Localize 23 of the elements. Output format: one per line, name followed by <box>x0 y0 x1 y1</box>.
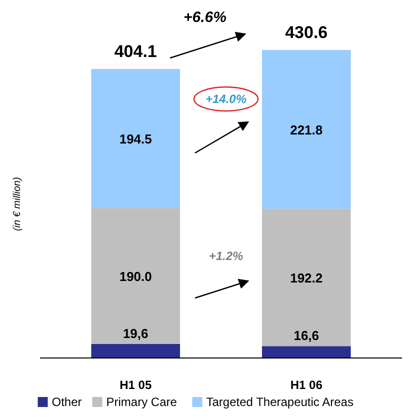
data-label: 16,6 <box>294 328 320 344</box>
legend-label: Targeted Therapeutic Areas <box>206 395 354 409</box>
bar <box>91 208 180 344</box>
annotation: +14.0% <box>205 92 247 106</box>
total-label: 404.1 <box>114 42 157 61</box>
data-label: 19,6 <box>122 326 148 341</box>
data-label: 192.2 <box>290 270 323 286</box>
annotation: +1.2% <box>208 249 244 263</box>
data-label: 221.8 <box>290 122 323 138</box>
legend-label: Primary Care <box>106 395 178 409</box>
bar <box>262 50 351 209</box>
x-tick-label: H1 05 <box>120 378 152 392</box>
bar <box>91 344 180 358</box>
y-axis-title: (in € million) <box>12 177 23 231</box>
bar <box>262 208 351 346</box>
legend-label: Other <box>52 395 82 409</box>
data-label: 190.0 <box>119 269 152 284</box>
bar <box>91 68 180 208</box>
bar <box>262 346 351 358</box>
text: +6.6% <box>184 9 226 26</box>
total-label: 430.6 <box>285 23 328 42</box>
data-label: 194.5 <box>119 132 152 147</box>
x-tick-label: H1 06 <box>290 378 323 392</box>
